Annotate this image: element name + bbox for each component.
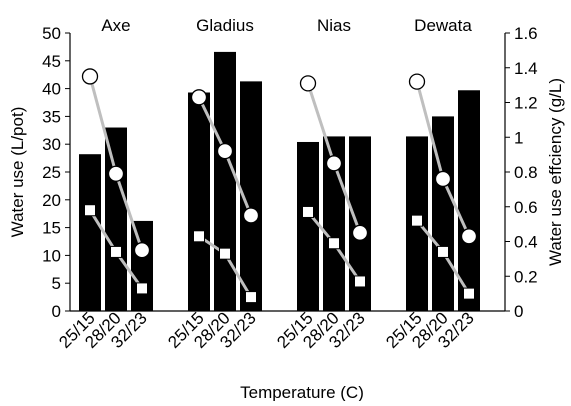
efficiency-circle-point [434, 170, 452, 188]
water-use-bar [458, 90, 480, 311]
efficiency-circle-point [107, 165, 125, 182]
y-axis-title: Water use (L/pot) [8, 107, 27, 238]
y2-tick-label: 0.8 [514, 163, 538, 182]
water-use-bar [214, 51, 236, 312]
efficiency-square-point [411, 214, 423, 227]
y2-tick-label: 0.4 [514, 233, 538, 252]
y-tick-label: 15 [42, 219, 61, 238]
efficiency-square-point [110, 245, 122, 258]
y-tick-label: 50 [42, 24, 61, 43]
efficiency-circle-point [133, 242, 151, 259]
water-use-bar [79, 154, 101, 311]
y-tick-label: 20 [42, 191, 61, 210]
efficiency-square-point [193, 230, 205, 243]
efficiency-circle-point [351, 224, 369, 241]
group-label: Axe [101, 16, 130, 35]
efficiency-square-point [219, 247, 231, 260]
y-tick-label: 0 [52, 302, 61, 321]
y2-tick-label: 0.6 [514, 198, 538, 217]
efficiency-square-point [302, 205, 314, 218]
water-use-bar [297, 141, 319, 311]
y2-tick-label: 1.2 [514, 94, 538, 113]
efficiency-square-point [437, 245, 449, 258]
efficiency-circle-point [190, 89, 208, 106]
y-tick-label: 10 [42, 246, 61, 265]
water-use-bar [188, 92, 210, 311]
efficiency-circle-point [242, 207, 260, 224]
y-tick-label: 40 [42, 80, 61, 99]
x-axis-title: Temperature (C) [240, 383, 364, 401]
efficiency-circle-point [460, 228, 478, 245]
y2-axis-title: Water use effciency (g/L) [546, 78, 565, 266]
efficiency-square-point [354, 275, 366, 288]
group-label: Gladius [196, 16, 254, 35]
markers-layer [81, 68, 478, 304]
water-use-bar [131, 220, 153, 311]
y-tick-label: 35 [42, 107, 61, 126]
group-label: Dewata [414, 16, 472, 35]
efficiency-circle-point [325, 155, 343, 172]
y2-tick-label: 0.2 [514, 267, 538, 286]
y2-tick-label: 0 [514, 302, 523, 321]
water-use-bar [105, 127, 127, 312]
efficiency-square-point [245, 291, 257, 304]
efficiency-circle-point [299, 75, 317, 92]
efficiency-circle-point [408, 73, 426, 90]
group-label: Nias [317, 16, 351, 35]
y2-tick-label: 1.4 [514, 59, 538, 78]
y-tick-label: 5 [52, 274, 61, 293]
efficiency-circle-point [81, 68, 99, 85]
y-tick-label: 30 [42, 135, 61, 154]
efficiency-circle-point [216, 142, 234, 160]
efficiency-square-point [328, 237, 340, 250]
y2-tick-label: 1.6 [514, 24, 538, 43]
efficiency-square-point [463, 287, 475, 300]
y2-tick-label: 1 [514, 128, 523, 147]
y-tick-label: 25 [42, 163, 61, 182]
water-use-bar [240, 81, 262, 311]
water-use-bar [349, 136, 371, 311]
efficiency-square-point [84, 204, 96, 217]
efficiency-square-point [136, 282, 148, 295]
y-tick-label: 45 [42, 52, 61, 71]
